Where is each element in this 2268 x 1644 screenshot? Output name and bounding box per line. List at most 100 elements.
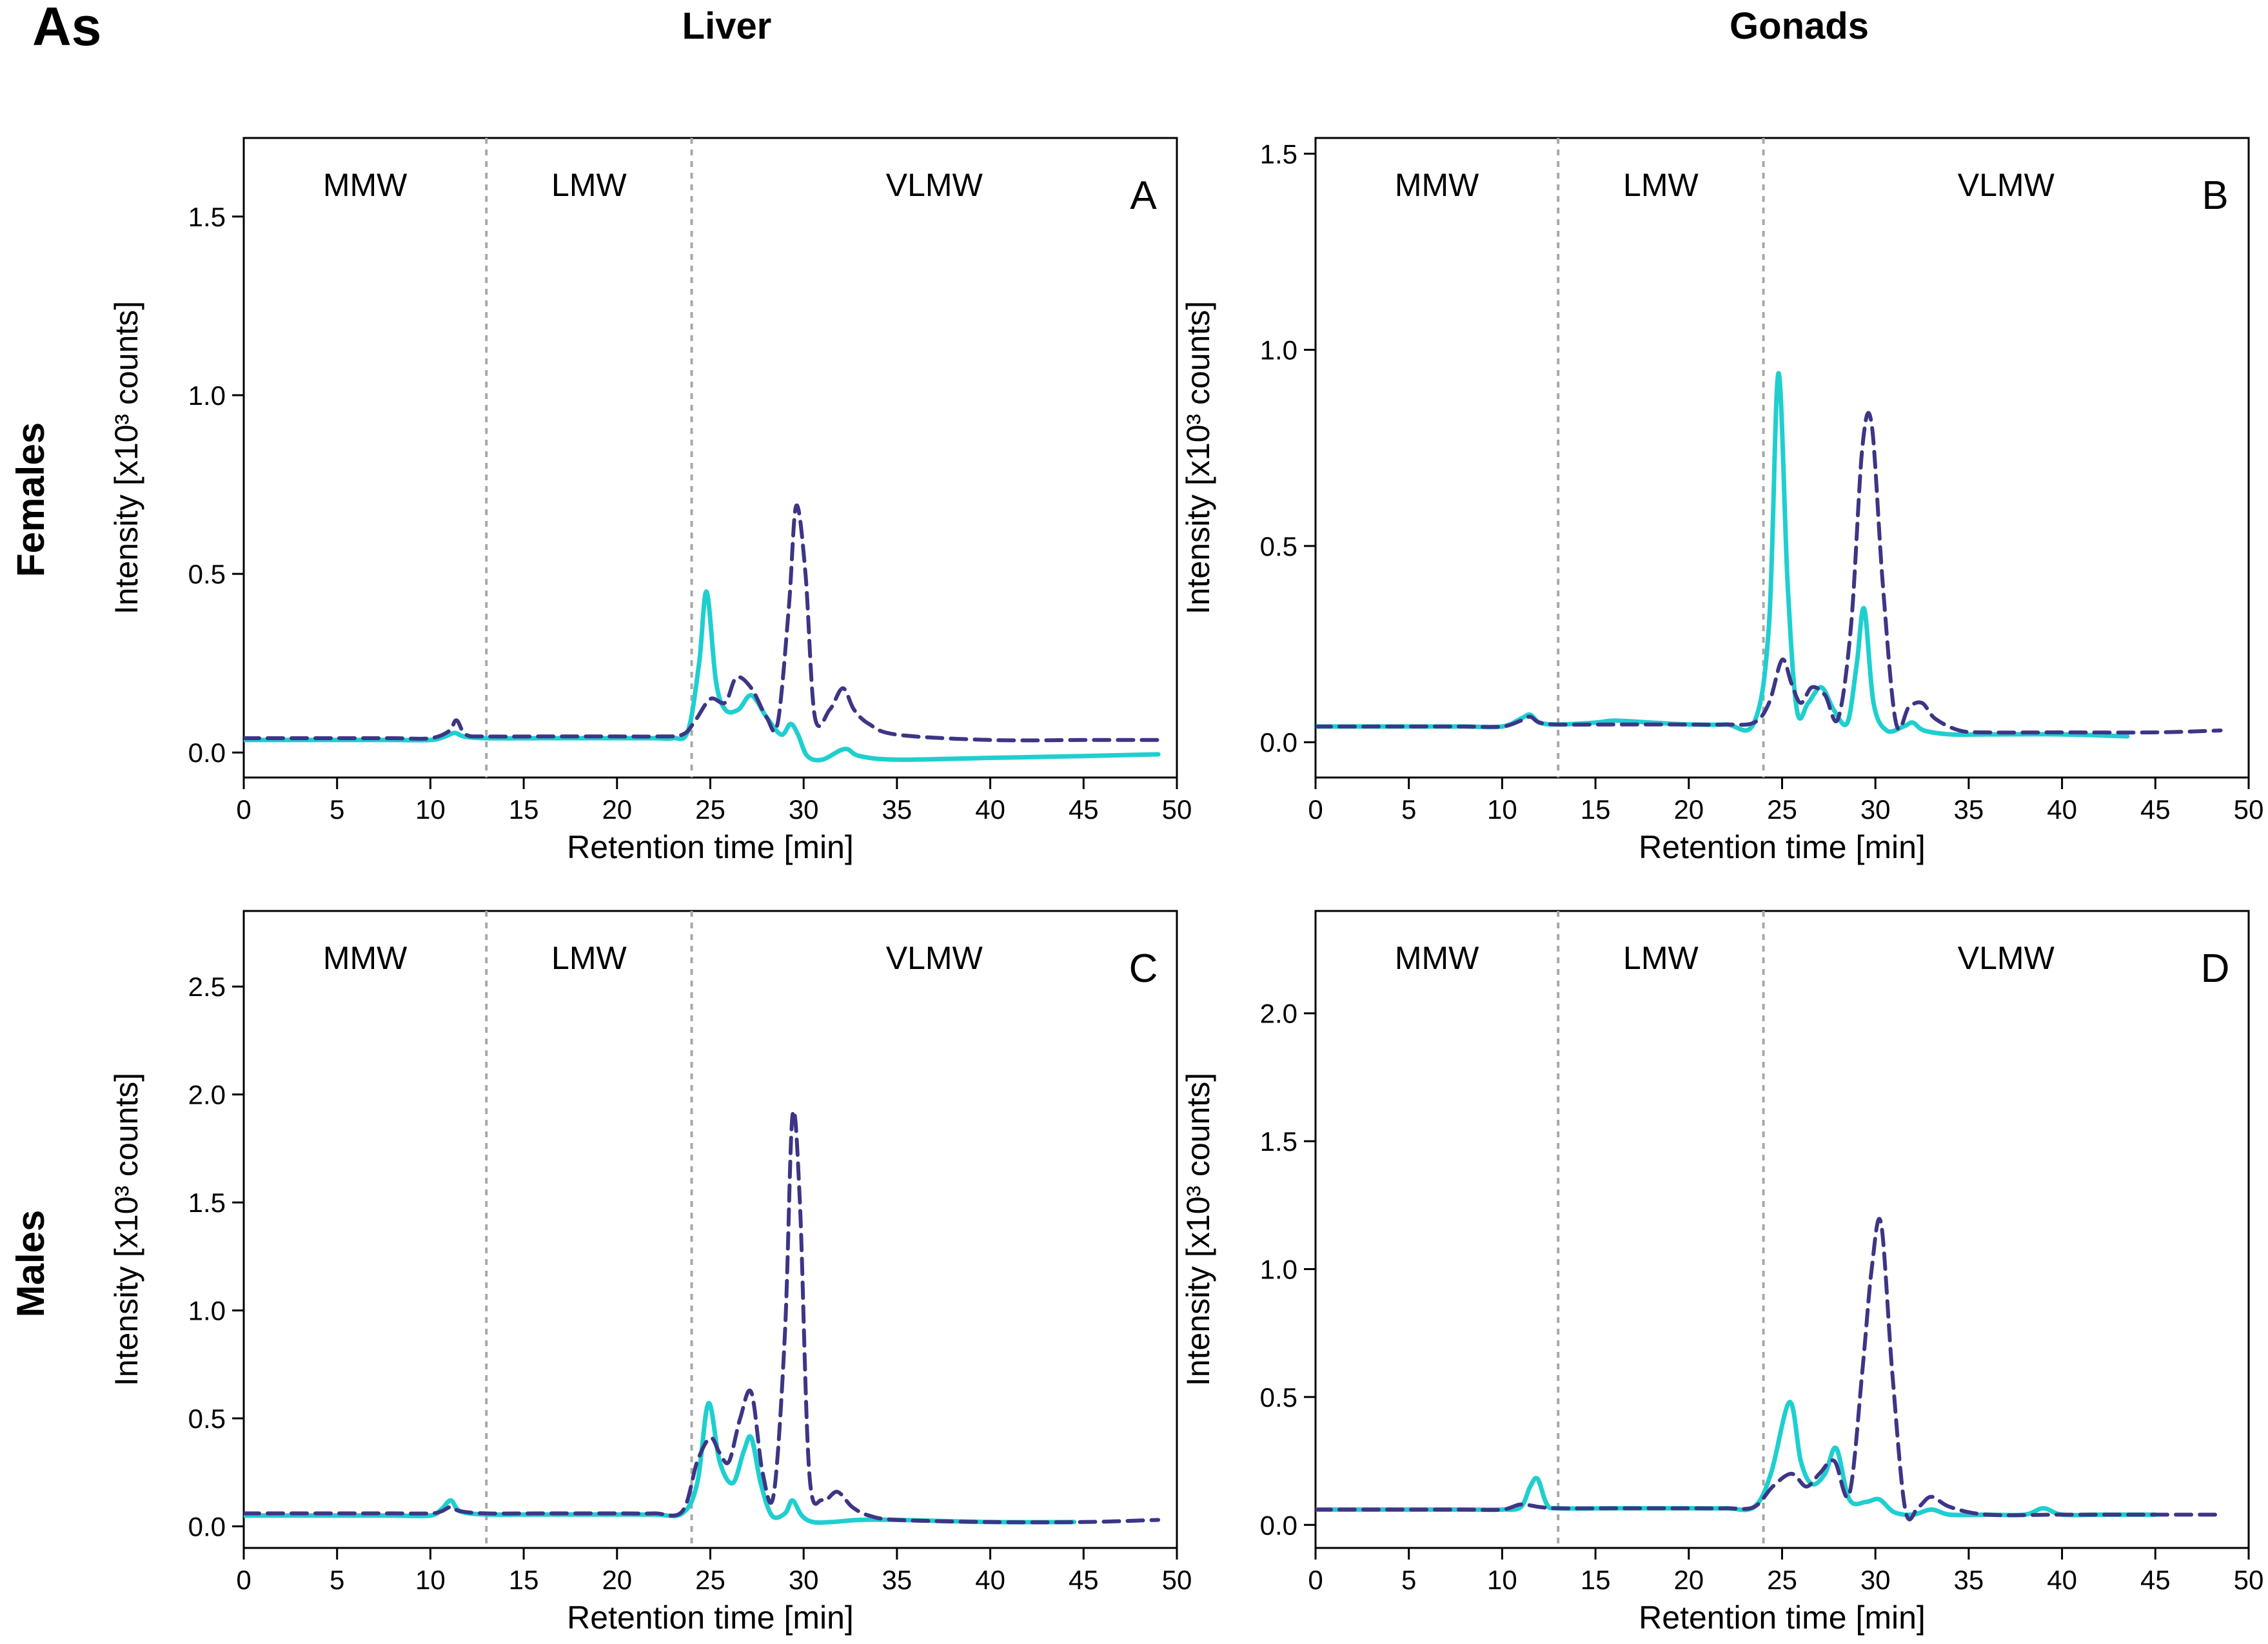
x-tick-label: 5 <box>330 794 344 825</box>
y-tick-label: 2.0 <box>188 1080 226 1110</box>
y-tick-label: 0.5 <box>1260 531 1297 562</box>
x-tick-label: 40 <box>975 1565 1005 1595</box>
y-tick-label: 2.0 <box>1260 999 1297 1029</box>
x-tick-label: 5 <box>1401 1565 1416 1595</box>
x-tick-label: 20 <box>1673 794 1704 825</box>
x-tick-label: 20 <box>602 1565 632 1595</box>
y-tick-label: 2.5 <box>188 972 226 1002</box>
chart-panels: MMW LMW VLMW A0 5 10 15 20 25 30 35 40 45 500.00.51.0… <box>108 137 2264 1636</box>
x-axis-label: Retention time [min] <box>1639 829 1926 865</box>
region-label-vlmw: VLMW <box>886 940 983 976</box>
series-group <box>1316 371 2223 739</box>
x-tick-label: 5 <box>1401 794 1416 825</box>
row-header-females: Females <box>9 422 52 577</box>
series-line-dashed <box>1316 1217 2223 1522</box>
x-tick-label: 15 <box>1581 794 1611 825</box>
x-tick-label: 50 <box>2234 794 2264 825</box>
x-tick-label: 35 <box>1954 794 1984 825</box>
y-tick-label: 0.0 <box>188 738 226 768</box>
x-tick-label: 40 <box>2047 794 2077 825</box>
panel-letter: D <box>2201 946 2230 991</box>
y-tick-label: 0.5 <box>188 1404 226 1434</box>
x-tick-label: 0 <box>1308 794 1323 825</box>
x-tick-label: 45 <box>2140 794 2171 825</box>
x-tick-label: 50 <box>2234 1565 2264 1595</box>
series-line-solid <box>1316 371 2130 739</box>
x-tick-label: 35 <box>882 794 912 825</box>
region-label-lmw: LMW <box>1623 167 1699 203</box>
x-tick-label: 25 <box>1767 794 1797 825</box>
region-label-vlmw: VLMW <box>886 167 983 203</box>
panel-letter: C <box>1129 946 1158 991</box>
x-tick-label: 25 <box>695 794 725 825</box>
x-tick-label: 30 <box>789 1565 819 1595</box>
x-tick-label: 10 <box>1487 794 1517 825</box>
region-label-lmw: LMW <box>551 167 627 203</box>
x-axis-label: Retention time [min] <box>567 829 854 865</box>
x-tick-label: 15 <box>1581 1565 1611 1595</box>
region-label-vlmw: VLMW <box>1958 940 2055 976</box>
y-tick-label: 1.5 <box>1260 139 1297 169</box>
y-tick-label: 0.0 <box>1260 727 1297 758</box>
x-tick-label: 0 <box>236 794 251 825</box>
x-tick-label: 5 <box>330 1565 344 1595</box>
panel-frame <box>1314 910 2250 1549</box>
x-tick-label: 10 <box>1487 1565 1517 1595</box>
x-tick-label: 20 <box>1673 1565 1704 1595</box>
x-tick-label: 35 <box>1954 1565 1984 1595</box>
region-label-vlmw: VLMW <box>1958 167 2055 203</box>
series-line-dashed <box>244 1109 1161 1525</box>
y-tick-label: 1.5 <box>1260 1126 1297 1157</box>
y-tick-label: 1.0 <box>188 380 226 411</box>
x-tick-label: 30 <box>1860 794 1891 825</box>
panel-d: MMW LMW VLMW D 0 5 10 15 20 25 30 35 40 45 50 0.0 0.5 1.0… <box>1180 910 2264 1636</box>
y-axis-label: Intensity [x10³ counts] <box>1180 301 1216 614</box>
panel-b: MMW LMW VLMW B 0 5 10 15 20 25 30 35 40 45 50 0.0 0.5 1.0… <box>1180 137 2264 865</box>
element-label: As <box>32 0 101 57</box>
series-line-solid <box>1316 1400 2158 1518</box>
row-header-males: Males <box>9 1210 52 1318</box>
x-axis-label: Retention time [min] <box>1639 1600 1926 1636</box>
series-line-solid <box>244 1401 1077 1525</box>
x-tick-label: 30 <box>1860 1565 1891 1595</box>
panel-frame <box>242 137 1178 779</box>
region-label-mmw: MMW <box>1395 940 1479 976</box>
series-line-dashed <box>1316 411 2223 735</box>
y-axis-label: Intensity [x10³ counts] <box>1180 1073 1216 1386</box>
region-label-mmw: MMW <box>323 940 408 976</box>
y-tick-label: 0.0 <box>188 1512 226 1542</box>
x-tick-label: 20 <box>602 794 632 825</box>
series-line-dashed <box>244 503 1161 743</box>
series-group <box>244 503 1161 763</box>
x-tick-label: 50 <box>1162 794 1192 825</box>
series-group <box>244 1109 1161 1525</box>
y-tick-label: 0.5 <box>1260 1382 1297 1413</box>
panel-letter: A <box>1130 173 1157 218</box>
x-tick-label: 50 <box>1162 1565 1192 1595</box>
x-tick-label: 40 <box>2047 1565 2077 1595</box>
region-label-lmw: LMW <box>551 940 627 976</box>
region-label-lmw: LMW <box>1623 940 1699 976</box>
x-tick-label: 35 <box>882 1565 912 1595</box>
panel-letter: B <box>2202 173 2228 218</box>
x-tick-label: 45 <box>1069 794 1099 825</box>
y-tick-label: 1.5 <box>188 202 226 232</box>
y-axis-label: Intensity [x10³ counts] <box>108 1073 144 1386</box>
x-tick-label: 45 <box>1069 1565 1099 1595</box>
x-tick-label: 15 <box>509 794 539 825</box>
y-tick-label: 0.5 <box>188 559 226 589</box>
x-tick-label: 45 <box>2140 1565 2171 1595</box>
y-tick-label: 1.5 <box>188 1188 226 1218</box>
y-tick-label: 1.0 <box>1260 335 1297 366</box>
x-tick-label: 10 <box>415 794 446 825</box>
y-tick-label: 0.0 <box>1260 1510 1297 1540</box>
x-tick-label: 0 <box>1308 1565 1323 1595</box>
x-tick-label: 25 <box>1767 1565 1797 1595</box>
x-tick-label: 40 <box>975 794 1005 825</box>
x-tick-label: 15 <box>509 1565 539 1595</box>
series-line-solid <box>244 589 1161 763</box>
region-label-mmw: MMW <box>1395 167 1479 203</box>
x-tick-label: 0 <box>236 1565 251 1595</box>
region-label-mmw: MMW <box>323 167 408 203</box>
